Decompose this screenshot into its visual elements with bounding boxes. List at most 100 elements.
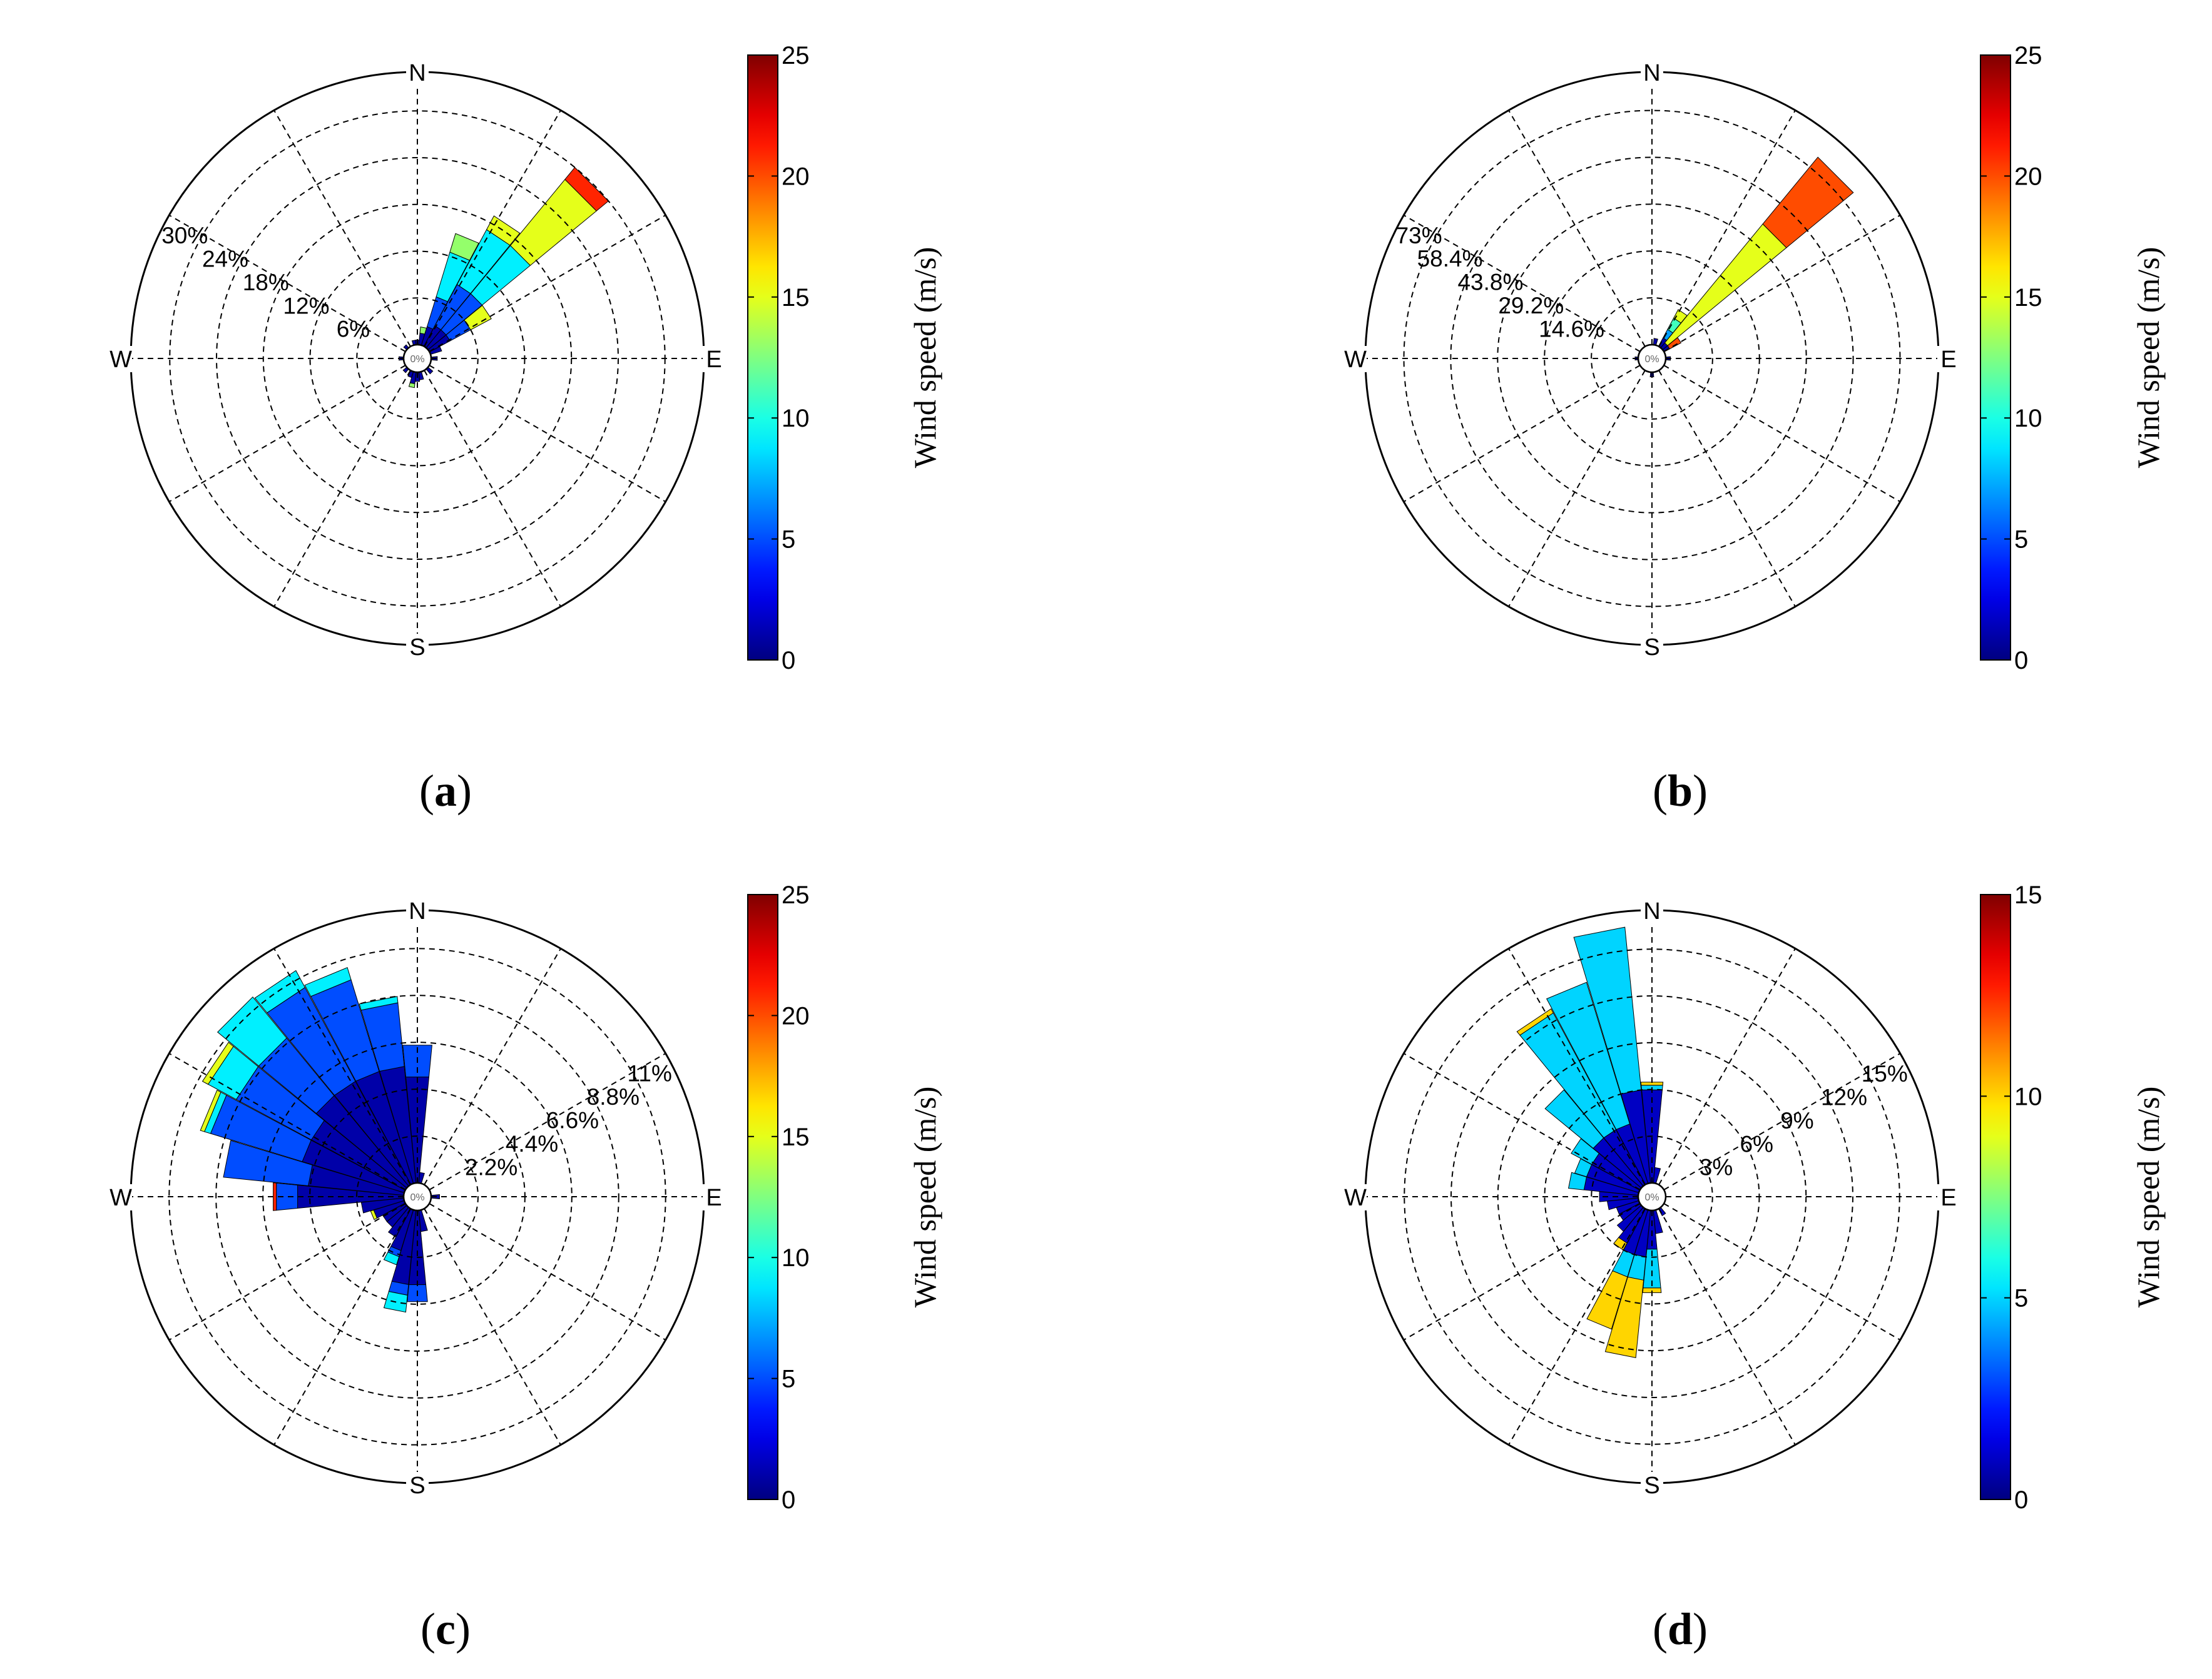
compass-label-bg (406, 1472, 429, 1498)
compass-label-W: W (110, 347, 132, 373)
ring-label-2: 12% (283, 293, 329, 318)
colorbar-tick-label-5: 5 (782, 526, 795, 554)
center-label: 0% (1644, 1192, 1659, 1203)
grid-spoke-210 (273, 370, 411, 607)
wind-bar-d-3-2 (1516, 1008, 1554, 1036)
grid-spoke-300 (1403, 215, 1641, 352)
compass-label-bg (703, 346, 725, 372)
wind-bar-a-5-2 (464, 305, 492, 330)
ring-label-4: 8.8% (587, 1084, 640, 1110)
colorbar-tick-label-0: 0 (2014, 1486, 2028, 1514)
colorbar-tick-label-10: 10 (782, 405, 810, 432)
compass-label-E: E (1940, 1185, 1956, 1211)
wind-bar-d-0-2 (1640, 1082, 1664, 1086)
colorbar-tick-label-15: 15 (2014, 881, 2042, 909)
compass-label-E: E (706, 347, 721, 373)
colorbar-title: Wind speed (m/s) (907, 1087, 942, 1307)
wind-bar-d-15-2 (1604, 1276, 1644, 1358)
grid-ring-1 (1591, 1135, 1713, 1258)
grid-ring-1 (356, 1135, 479, 1258)
grid-spoke-210 (1508, 370, 1646, 607)
ring-label-3: 18% (243, 270, 289, 295)
wind-bar-d-1-1 (1573, 926, 1642, 1095)
ring-label-5: 30% (161, 223, 208, 248)
ring-label-1: 14.6% (1539, 317, 1604, 342)
center-circle (1637, 1182, 1667, 1212)
grid-spoke-240 (1403, 1203, 1641, 1341)
grid-spoke-300 (168, 215, 406, 352)
grid-spoke-330 (273, 109, 411, 347)
ring-label-2: 4.4% (506, 1131, 558, 1157)
compass-label-S: S (409, 634, 425, 661)
grid-spoke-150 (1658, 370, 1796, 607)
panel-a: 0% 6% 12%18%24%30% N E S W 0 5 10 15 20 25 Wind speed… (110, 42, 942, 816)
grid-spoke-210 (1508, 1208, 1646, 1446)
ring-label-3: 43.8% (1457, 270, 1523, 295)
grid-ring-4 (216, 157, 619, 560)
compass-label-N: N (409, 60, 426, 86)
colorbar-tick-label-0: 0 (2014, 647, 2028, 674)
compass-label-bg (406, 898, 429, 924)
wind-bar-c-5-3 (201, 1042, 234, 1085)
compass-label-bg (1641, 898, 1663, 924)
wind-bar-c-6-3 (200, 1089, 222, 1132)
compass-label-bg (1344, 1184, 1367, 1210)
wind-bar-d-7-1 (1567, 1172, 1588, 1190)
wind-bar-d-14-2 (1586, 1270, 1628, 1330)
wind-bar-c-10-1 (370, 1209, 378, 1220)
wind-bar-a-2-3 (449, 233, 479, 261)
grid-spoke-120 (429, 365, 666, 502)
ring-label-5: 11% (628, 1061, 672, 1087)
colorbar-tick-label-10: 10 (2014, 1083, 2042, 1110)
colorbar-tick-label-5: 5 (2014, 526, 2028, 554)
colorbar-title: Wind speed (m/s) (2131, 1087, 2166, 1307)
panel-c: 0% 2.2%4.4%6.6%8.8%11% N E S W 0 5 10 15 20 25 Wind … (110, 881, 942, 1654)
panel-b: 0% 14.6%29.2%43.8%58.4%73% N E S W 0 5 10 15 20 25 W… (1344, 42, 2166, 816)
ring-label-1: 6% (337, 317, 370, 342)
grid-ring-4 (1450, 156, 1854, 561)
colorbar-tick-label-5: 5 (782, 1366, 795, 1393)
center-label: 0% (410, 1192, 424, 1203)
colorbar-tick-label-20: 20 (782, 1002, 810, 1030)
panel-caption: (b) (1653, 766, 1708, 816)
colorbar-tick-label-15: 15 (782, 284, 810, 312)
grid-spoke-210 (273, 1208, 411, 1446)
compass-label-bg (1937, 1184, 1960, 1210)
compass-label-E: E (1940, 347, 1956, 373)
wind-bar-b-2-2 (1762, 156, 1854, 248)
colorbar-tick-label-25: 25 (782, 42, 810, 69)
wind-bar-c-7-1 (223, 1140, 313, 1187)
center-circle (402, 1182, 432, 1212)
compass-label-bg (1641, 1472, 1663, 1498)
colorbar-title: Wind speed (m/s) (907, 247, 942, 468)
compass-label-bg (1937, 346, 1960, 372)
ring-label-1: 3% (1700, 1155, 1733, 1180)
colorbar-tick-label-10: 10 (782, 1244, 810, 1272)
panel-d: 0% 3% 6% 9% 12%15% N E S W 0 5 10 15 Wind speed (m/s)… (1344, 881, 2166, 1654)
wind-bar-b-3-1 (1667, 337, 1682, 350)
ring-label-5: 15% (1862, 1061, 1908, 1087)
grid-spoke-60 (1663, 215, 1901, 352)
ring-label-4: 24% (202, 246, 248, 272)
grid-spoke-150 (424, 370, 561, 607)
grid-spoke-60 (429, 1053, 666, 1190)
grid-spoke-30 (424, 948, 561, 1185)
compass-label-bg (406, 634, 429, 660)
grid-spoke-240 (1403, 365, 1641, 502)
ring-label-2: 29.2% (1498, 293, 1564, 318)
compass-label-W: W (1344, 347, 1367, 373)
compass-label-W: W (110, 1185, 132, 1211)
grid-spoke-30 (1658, 109, 1796, 347)
wind-bar-c-2-2 (304, 966, 352, 997)
compass-label-N: N (1643, 898, 1660, 925)
compass-label-S: S (409, 1473, 425, 1499)
colorbar-tick-label-25: 25 (782, 881, 810, 909)
center-circle (402, 343, 432, 373)
colorbar (1980, 54, 2011, 661)
grid-spoke-30 (424, 109, 561, 347)
colorbar-tick-label-10: 10 (2014, 405, 2042, 432)
wind-bar-d-4-1 (1544, 1089, 1604, 1149)
grid-spoke-150 (1658, 1208, 1796, 1446)
compass-label-bg (703, 1184, 725, 1210)
